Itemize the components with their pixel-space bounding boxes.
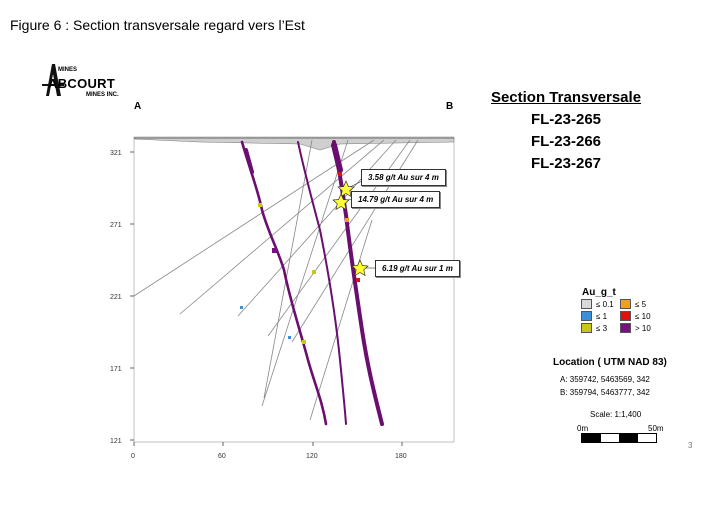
- endpoint-a-label: A: [134, 101, 142, 112]
- assay-marker: [356, 278, 360, 282]
- legend-item: ≤ 10: [620, 311, 651, 321]
- drill-hole-trace: [237, 139, 397, 317]
- legend-swatch: [620, 311, 631, 321]
- headframe-icon: [42, 64, 64, 96]
- mineralized-zone: [297, 141, 347, 425]
- x-tick-label: 0: [131, 453, 135, 460]
- legend-item: ≤ 3: [581, 323, 607, 333]
- assay-marker: [258, 203, 262, 207]
- legend-item: ≤ 1: [581, 311, 607, 321]
- assay-marker: [345, 218, 349, 222]
- assay-marker: [302, 340, 306, 344]
- scale-end-label: 50m: [648, 424, 664, 433]
- x-tick-label: 60: [218, 453, 226, 460]
- y-tick-label: 221: [110, 294, 122, 301]
- legend-swatch: [620, 323, 631, 333]
- scale-label: Scale: 1:1,400: [590, 410, 642, 419]
- x-tick-label: 180: [395, 453, 407, 460]
- drill-hole-id: FL-23-266: [530, 133, 602, 150]
- assay-marker: [240, 306, 243, 309]
- mineralized-zone: [331, 142, 343, 173]
- logo-top-text: MINES: [58, 67, 78, 73]
- legend-swatch: [620, 299, 631, 309]
- grade-legend: Au_g_t ≤ 0.1 ≤ 5 ≤ 1 ≤ 10 ≤ 3 > 10: [575, 287, 665, 337]
- drill-hole-trace: [261, 139, 349, 407]
- intercept-star: [351, 259, 369, 277]
- mineralized-zone: [240, 140, 328, 426]
- y-tick-label: 321: [110, 150, 122, 157]
- drill-hole-trace: [309, 219, 373, 421]
- plot-frame: [133, 136, 455, 443]
- location-title: Location ( UTM NAD 83): [553, 357, 667, 368]
- assay-marker: [312, 270, 316, 274]
- legend-title: Au_g_t: [582, 287, 616, 298]
- drill-hole-trace: [179, 139, 385, 315]
- abcourt-logo: MINES ABCOURT MINES INC.: [36, 62, 122, 100]
- drill-hole-trace: [263, 139, 313, 399]
- assay-marker: [338, 172, 342, 176]
- drill-hole-trace: [133, 139, 375, 297]
- x-tick-label: 120: [306, 453, 318, 460]
- legend-swatch: [581, 323, 592, 333]
- scale-bar: [581, 433, 657, 443]
- intercept-star: [337, 180, 355, 198]
- legend-swatch: [581, 311, 592, 321]
- legend-swatch: [581, 299, 592, 309]
- location-b: B: 359794, 5463777, 342: [560, 388, 650, 397]
- drill-hole-id: FL-23-267: [530, 155, 602, 172]
- figure-title: Figure 6 : Section transversale regard v…: [10, 17, 305, 33]
- drill-hole-id: FL-23-265: [530, 111, 602, 128]
- legend-item: > 10: [620, 323, 651, 333]
- location-a: A: 359742, 5463569, 342: [560, 375, 650, 384]
- legend-item: ≤ 5: [620, 299, 646, 309]
- assay-marker: [272, 248, 277, 253]
- legend-item: ≤ 0.1: [581, 299, 614, 309]
- assay-callout: 14.79 g/t Au sur 4 m: [351, 191, 441, 208]
- assay-callout: 6.19 g/t Au sur 1 m: [375, 260, 460, 277]
- surface-overburden: [133, 137, 455, 151]
- logo-name: ABCOURT: [48, 76, 116, 91]
- section-heading: Section Transversale: [490, 89, 642, 106]
- assay-callout: 3.58 g/t Au sur 4 m: [361, 169, 446, 186]
- endpoint-b-label: B: [446, 101, 454, 112]
- assay-marker: [288, 336, 291, 339]
- y-tick-label: 171: [110, 366, 122, 373]
- scale-start-label: 0m: [577, 424, 589, 433]
- logo-bottom-text: MINES INC.: [86, 92, 119, 98]
- mineralized-zone: [244, 148, 254, 174]
- intercept-star: [332, 193, 350, 211]
- y-tick-label: 121: [110, 438, 122, 445]
- y-tick-label: 271: [110, 222, 122, 229]
- mineralized-zone: [332, 140, 384, 426]
- page-number: 3: [688, 441, 693, 450]
